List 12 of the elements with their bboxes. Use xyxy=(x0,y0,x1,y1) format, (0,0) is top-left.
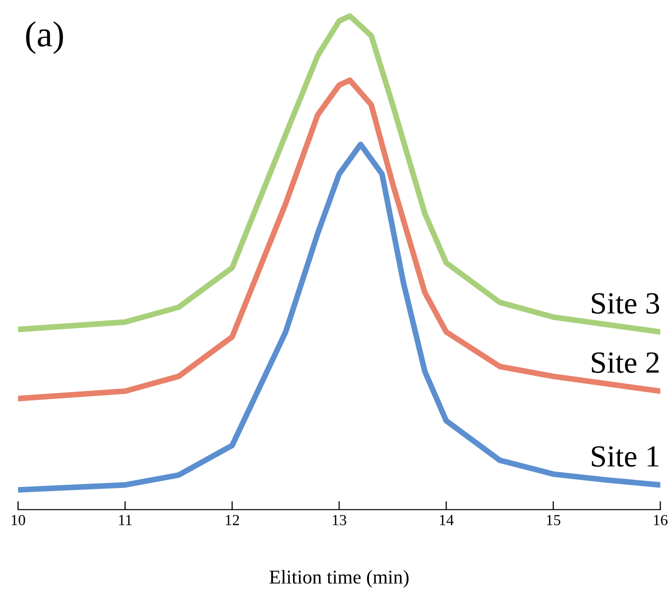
x-tick-label: 12 xyxy=(226,514,239,526)
series-label: Site 2 xyxy=(592,352,659,373)
series-label: Site 3 xyxy=(592,293,660,314)
x-tick-label: 15 xyxy=(546,514,560,526)
annotation: (a) xyxy=(26,21,63,54)
x-tick-label: 13 xyxy=(332,514,346,526)
x-tick-label: 16 xyxy=(654,514,668,526)
x-axis-title: Elition time (min) xyxy=(270,570,409,588)
series-label: Site 1 xyxy=(592,446,658,467)
x-tick-label: 14 xyxy=(440,514,454,526)
x-tick-label: 11 xyxy=(119,514,132,526)
x-tick-label: 10 xyxy=(12,514,26,526)
